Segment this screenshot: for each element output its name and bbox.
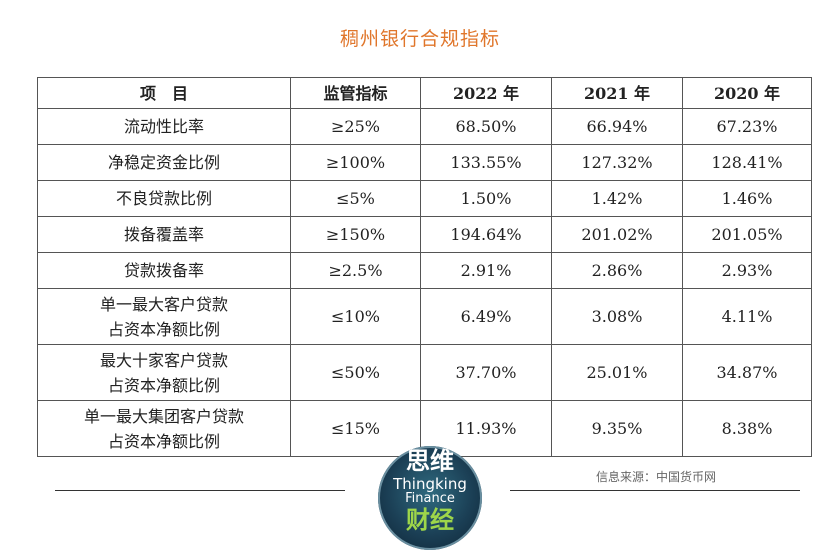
header-2022: 2022 年 xyxy=(420,77,552,109)
item-label: 贷款拨备率 xyxy=(123,261,204,280)
cell-2021: 1.42% xyxy=(551,180,683,217)
item-label-line2: 占资本净额比例 xyxy=(107,319,220,339)
cell-item: 单一最大集团客户贷款 占资本净额比例 xyxy=(37,400,291,457)
cell-2022: 37.70% xyxy=(420,344,552,401)
table-header-row: 项 目 监管指标 2022 年 2021 年 2020 年 xyxy=(37,77,812,109)
table-row: 不良贷款比例 ≤5% 1.50% 1.42% 1.46% xyxy=(37,180,812,217)
cell-2022: 1.50% xyxy=(420,180,552,217)
cell-item: 不良贷款比例 xyxy=(37,180,291,217)
cell-2020: 201.05% xyxy=(682,216,812,253)
table-body: 流动性比率 ≥25% 68.50% 66.94% 67.23% 净稳定资金比例 ≥100% 1… xyxy=(37,108,812,457)
cell-2020: 4.11% xyxy=(682,288,812,345)
compliance-table-wrap: 项 目 监管指标 2022 年 2021 年 2020 年 流动性比率 ≥25% 6… xyxy=(37,77,812,457)
cell-2020: 128.41% xyxy=(682,144,812,181)
table-row: 单一最大客户贷款 占资本净额比例 ≤10% 6.49% 3.08% 4.11% xyxy=(37,288,812,345)
table-row: 净稳定资金比例 ≥100% 133.55% 127.32% 128.41% xyxy=(37,144,812,181)
item-label: 单一最大集团客户贷款 xyxy=(83,406,244,426)
cell-item: 净稳定资金比例 xyxy=(37,144,291,181)
cell-2022: 133.55% xyxy=(420,144,552,181)
cell-2021: 127.32% xyxy=(551,144,683,181)
cell-2020: 2.93% xyxy=(682,252,812,289)
cell-2022: 68.50% xyxy=(420,108,552,145)
item-label: 最大十家客户贷款 xyxy=(99,350,228,370)
cell-requirement: ≥25% xyxy=(290,108,421,145)
item-label: 不良贷款比例 xyxy=(115,189,212,208)
cell-2021: 2.86% xyxy=(551,252,683,289)
cell-2021: 66.94% xyxy=(551,108,683,145)
header-requirement: 监管指标 xyxy=(290,77,421,109)
cell-2020: 34.87% xyxy=(682,344,812,401)
cell-requirement: ≤50% xyxy=(290,344,421,401)
table-row: 流动性比率 ≥25% 68.50% 66.94% 67.23% xyxy=(37,108,812,145)
cell-2022: 6.49% xyxy=(420,288,552,345)
item-label: 拨备覆盖率 xyxy=(123,225,204,244)
logo-en-line1: Thingking xyxy=(393,475,467,493)
table-row: 最大十家客户贷款 占资本净额比例 ≤50% 37.70% 25.01% 34.87% xyxy=(37,344,812,401)
header-item: 项 目 xyxy=(37,77,291,109)
cell-2022: 2.91% xyxy=(420,252,552,289)
page-title: 稠州银行合规指标 xyxy=(339,28,500,50)
logo-cn-bottom: 财经 xyxy=(406,506,454,534)
table-row: 拨备覆盖率 ≥150% 194.64% 201.02% 201.05% xyxy=(37,216,812,253)
cell-2020: 8.38% xyxy=(682,400,812,457)
cell-2022: 194.64% xyxy=(420,216,552,253)
cell-2021: 3.08% xyxy=(551,288,683,345)
thinking-finance-logo: 思维 Thingking Finance 财经 xyxy=(378,446,482,550)
cell-item: 贷款拨备率 xyxy=(37,252,291,289)
cell-requirement: ≥150% xyxy=(290,216,421,253)
item-label-line2: 占资本净额比例 xyxy=(107,431,220,451)
cell-requirement: ≤15% xyxy=(290,400,421,457)
compliance-table: 项 目 监管指标 2022 年 2021 年 2020 年 流动性比率 ≥25% 6… xyxy=(37,77,812,457)
divider-left xyxy=(55,490,345,491)
cell-item: 拨备覆盖率 xyxy=(37,216,291,253)
table-row: 单一最大集团客户贷款 占资本净额比例 ≤15% 11.93% 9.35% 8.38% xyxy=(37,400,812,457)
cell-requirement: ≤5% xyxy=(290,180,421,217)
logo-en-line2: Finance xyxy=(405,491,455,506)
cell-2021: 9.35% xyxy=(551,400,683,457)
cell-requirement: ≥100% xyxy=(290,144,421,181)
cell-2021: 25.01% xyxy=(551,344,683,401)
header-2021: 2021 年 xyxy=(551,77,683,109)
cell-requirement: ≤10% xyxy=(290,288,421,345)
divider-right xyxy=(510,490,800,491)
table-row: 贷款拨备率 ≥2.5% 2.91% 2.86% 2.93% xyxy=(37,252,812,289)
cell-2020: 1.46% xyxy=(682,180,812,217)
cell-item: 单一最大客户贷款 占资本净额比例 xyxy=(37,288,291,345)
cell-2021: 201.02% xyxy=(551,216,683,253)
cell-requirement: ≥2.5% xyxy=(290,252,421,289)
item-label: 单一最大客户贷款 xyxy=(99,294,228,314)
item-label: 流动性比率 xyxy=(123,117,204,136)
cell-item: 流动性比率 xyxy=(37,108,291,145)
item-label: 净稳定资金比例 xyxy=(107,153,220,172)
header-2020: 2020 年 xyxy=(682,77,812,109)
item-label-line2: 占资本净额比例 xyxy=(107,375,220,395)
cell-item: 最大十家客户贷款 占资本净额比例 xyxy=(37,344,291,401)
logo-cn-top: 思维 xyxy=(406,447,454,475)
source-note: 信息来源：中国货币网 xyxy=(596,470,717,484)
cell-2020: 67.23% xyxy=(682,108,812,145)
